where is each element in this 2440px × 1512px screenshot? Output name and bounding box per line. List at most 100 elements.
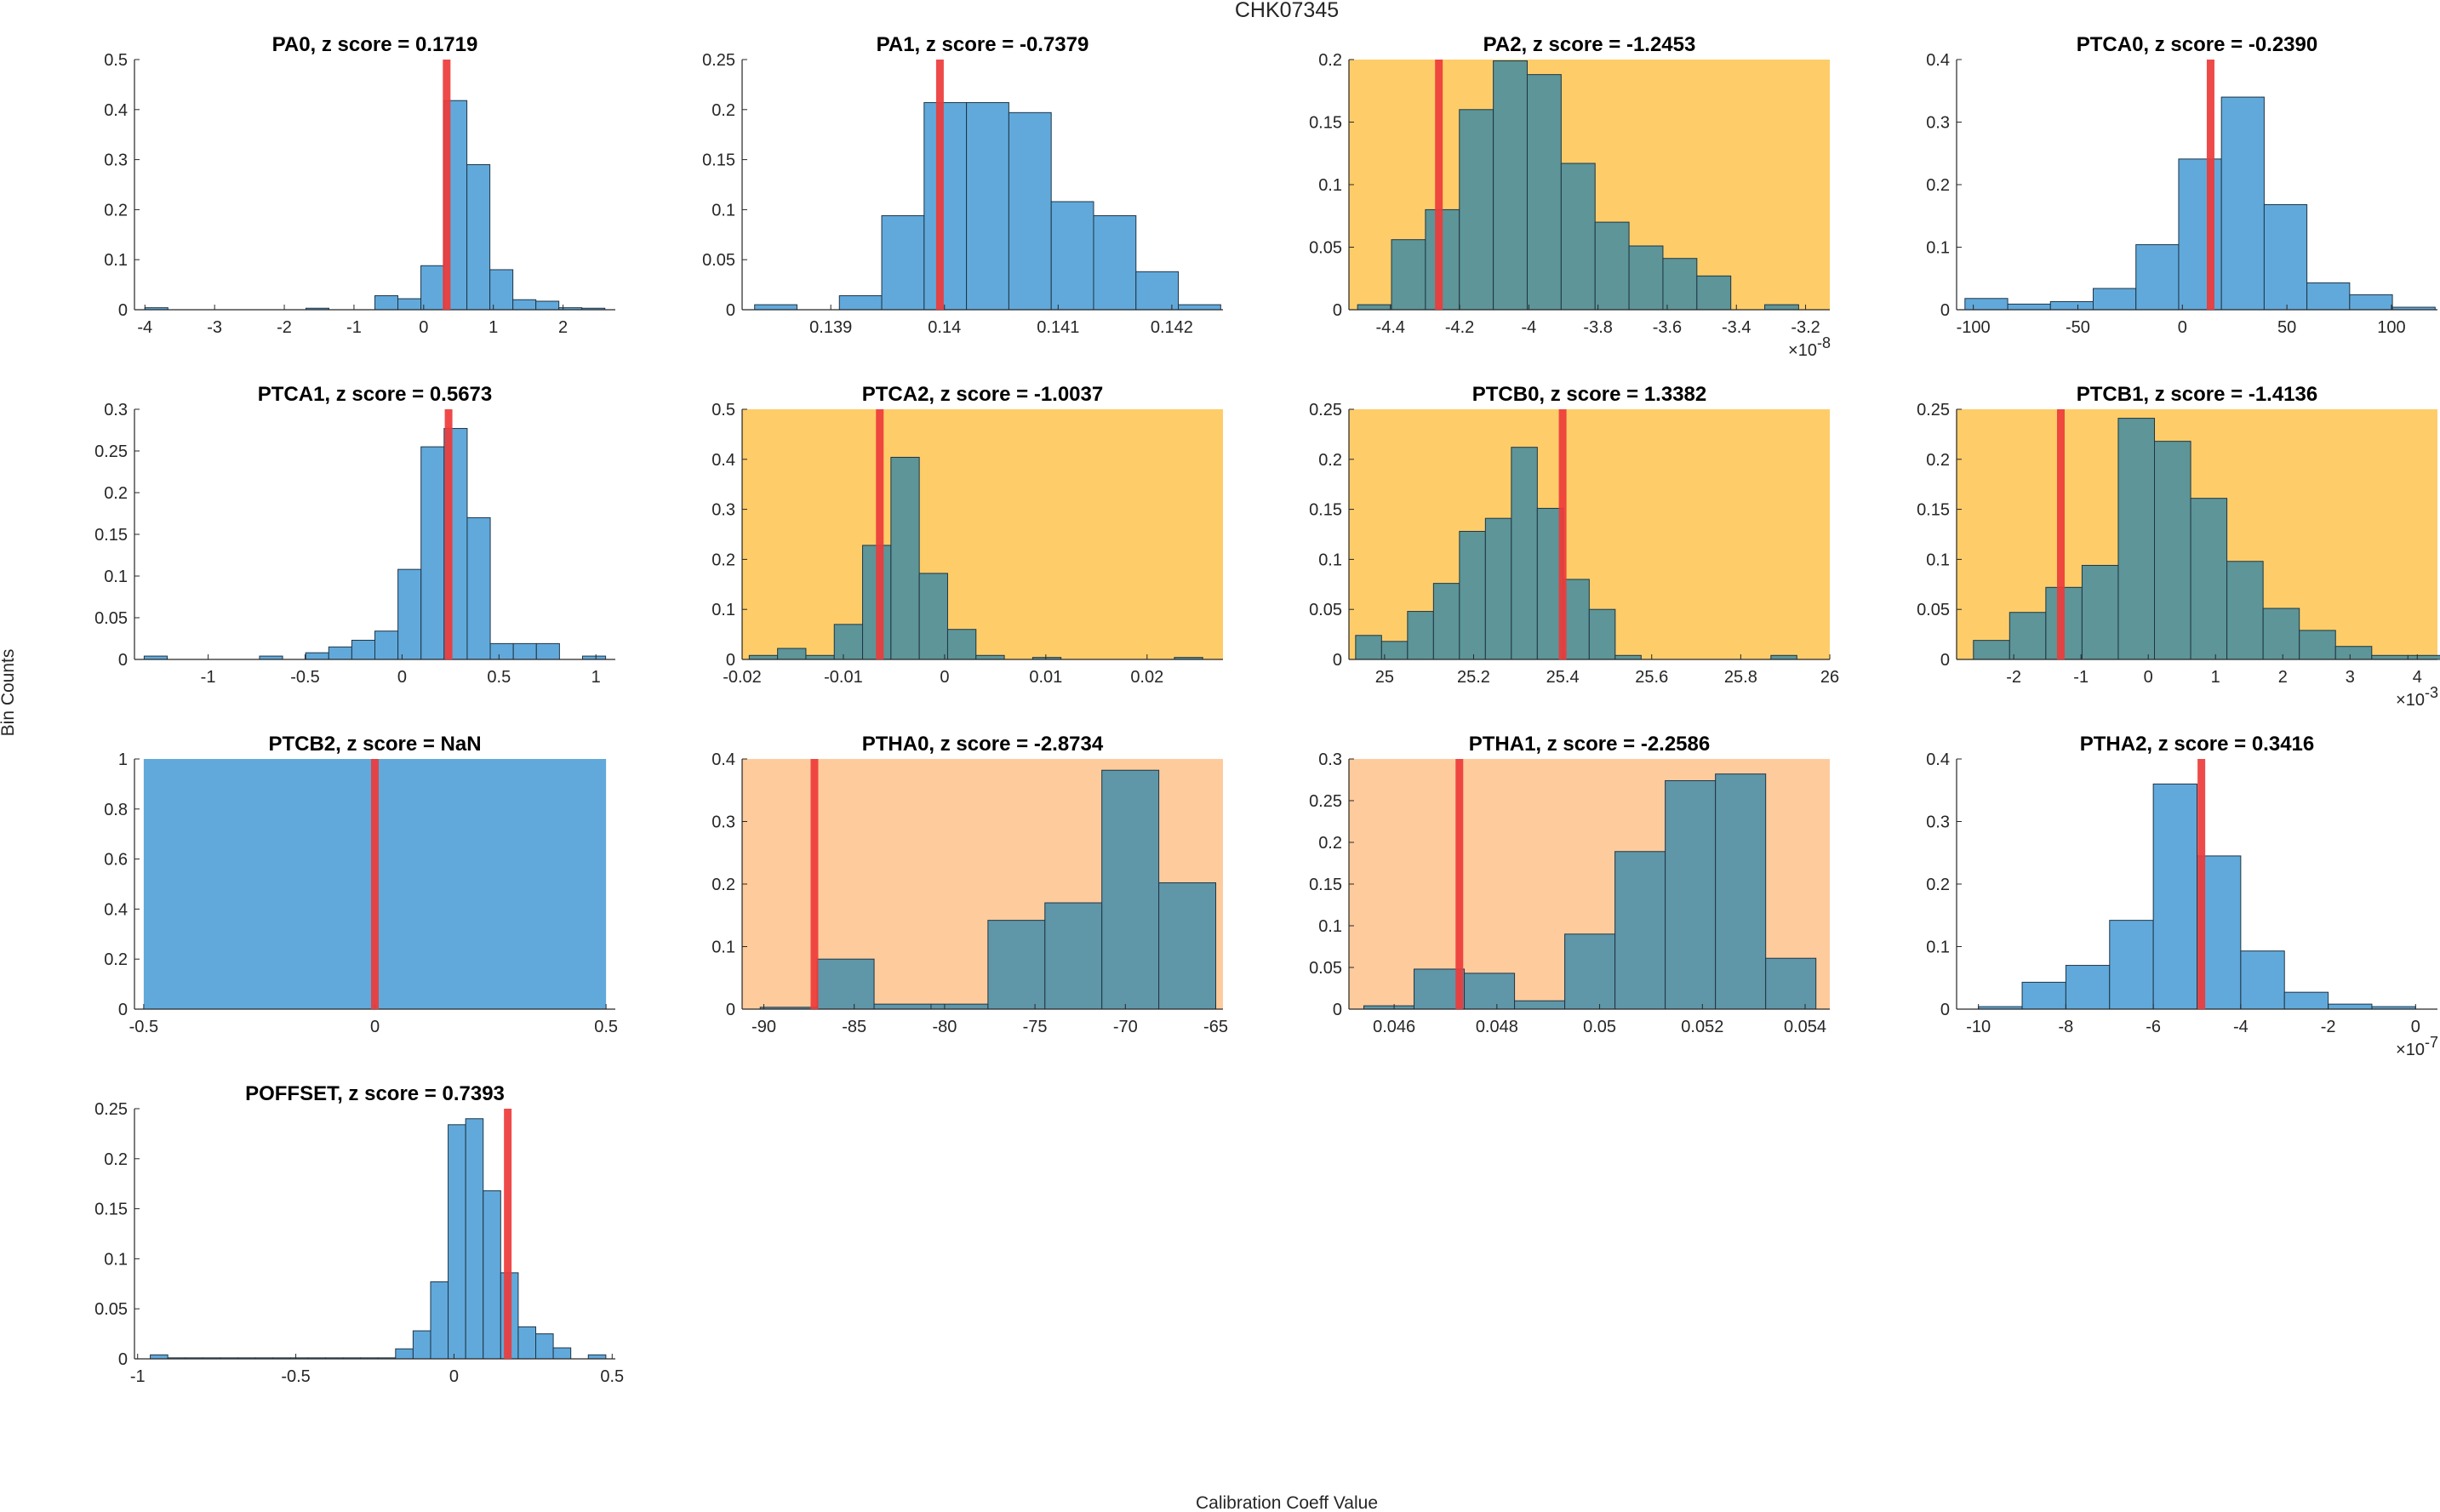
histogram-bar bbox=[328, 646, 352, 660]
y-tick-label: 0.2 bbox=[1926, 451, 1950, 470]
y-tick-label: 0.5 bbox=[104, 51, 128, 70]
x-tick-label: -3.4 bbox=[1722, 318, 1751, 337]
histogram-bar bbox=[1765, 957, 1817, 1010]
x-tick-label: -4 bbox=[137, 318, 152, 337]
histogram-bar bbox=[351, 639, 375, 660]
x-tick-label: 0.054 bbox=[1784, 1018, 1826, 1036]
subplot-11: 0 0.05 0.1 0.15 0.2 0.25 0.3 0.046 0.048 0.05 0.05… bbox=[1309, 733, 1830, 1036]
y-tick-label: 0.2 bbox=[711, 101, 735, 120]
histogram-bar bbox=[1526, 74, 1562, 311]
x-tick-label: -50 bbox=[2066, 318, 2090, 337]
x-tick-label: 0.139 bbox=[809, 318, 852, 337]
subplot-1: 0 0.1 0.2 0.3 0.4 0.5 -4 -3 -2 -1 0 1 2 PA0, z score … bbox=[104, 33, 615, 337]
histogram-bar bbox=[1614, 851, 1666, 1010]
x-tick-label: 0.5 bbox=[487, 668, 511, 687]
x-tick-label: -65 bbox=[1203, 1018, 1228, 1036]
y-tick-label: 0.6 bbox=[104, 851, 128, 870]
y-tick-label: 0.25 bbox=[94, 1100, 128, 1119]
histogram-bar bbox=[1696, 275, 1732, 311]
subplot-title: PTCB0, z score = 1.3382 bbox=[1472, 383, 1706, 406]
histogram-bar bbox=[552, 1347, 572, 1360]
histogram-bar bbox=[1588, 608, 1616, 660]
x-tick-label: 50 bbox=[2277, 318, 2296, 337]
subplot-13: 0 0.05 0.1 0.15 0.2 0.25 -1 -0.5 0 0.5 POFFSET, z … bbox=[94, 1082, 624, 1386]
histogram-bar bbox=[2007, 303, 2051, 311]
histogram-bar bbox=[946, 629, 977, 660]
x-tick-label: 0 bbox=[940, 668, 949, 687]
x-tick-label: -3 bbox=[207, 318, 222, 337]
histogram-bar bbox=[930, 1003, 989, 1010]
x-tick-label: 1 bbox=[2211, 668, 2220, 687]
subplot-title: POFFSET, z score = 0.7393 bbox=[245, 1082, 505, 1105]
x-tick-label: -6 bbox=[2146, 1018, 2161, 1036]
x-tick-label: 26 bbox=[1820, 668, 1839, 687]
histogram-bar bbox=[1407, 611, 1434, 660]
y-tick-label: 0.2 bbox=[1926, 876, 1950, 894]
histogram-bar bbox=[838, 295, 883, 311]
histogram-bar bbox=[918, 573, 948, 660]
histogram-bar bbox=[2226, 561, 2264, 660]
histogram-bar bbox=[748, 654, 779, 660]
y-tick-label: 0.15 bbox=[1309, 114, 1342, 133]
histogram-bar bbox=[397, 568, 422, 660]
y-tick-label: 0.3 bbox=[1318, 750, 1342, 769]
histogram-bar bbox=[412, 1330, 431, 1360]
x-tick-label: 4 bbox=[2413, 668, 2422, 687]
x-tick-label: 0.02 bbox=[1130, 668, 1163, 687]
histogram-bar bbox=[2371, 654, 2409, 660]
y-tick-label: 0.05 bbox=[702, 251, 735, 270]
y-tick-label: 0.2 bbox=[104, 1150, 128, 1169]
histogram-bar bbox=[1355, 635, 1382, 660]
x-tick-label: -10 bbox=[1966, 1018, 1991, 1036]
histogram-bar bbox=[975, 654, 1005, 660]
y-tick-label: 0.05 bbox=[1309, 959, 1342, 978]
histogram-bar bbox=[2299, 630, 2336, 660]
histogram-bar bbox=[2190, 498, 2228, 660]
x-tick-label: -0.5 bbox=[129, 1018, 158, 1036]
y-tick-label: 0 bbox=[1940, 651, 1950, 670]
y-tick-label: 0.1 bbox=[104, 251, 128, 270]
histogram-bar bbox=[1044, 902, 1103, 1010]
histogram-bar bbox=[805, 654, 835, 660]
y-tick-label: 0.2 bbox=[104, 484, 128, 503]
histogram-bar bbox=[1973, 640, 2010, 660]
histogram-bar bbox=[1665, 779, 1717, 1010]
subplot-title: PA2, z score = -1.2453 bbox=[1483, 33, 1696, 56]
histogram-bar bbox=[816, 958, 875, 1010]
histogram-bar bbox=[1770, 654, 1797, 660]
histogram-bar bbox=[2093, 288, 2137, 311]
y-tick-label: 0.4 bbox=[1926, 51, 1950, 70]
y-tick-label: 0.2 bbox=[1926, 176, 1950, 195]
histogram-bar bbox=[420, 265, 445, 311]
y-tick-label: 0.5 bbox=[711, 401, 735, 419]
x-tick-label: 0.5 bbox=[600, 1367, 624, 1386]
histogram-bar bbox=[2117, 418, 2156, 660]
histogram-bar bbox=[2220, 96, 2265, 311]
x-tick-label: 0.046 bbox=[1373, 1018, 1415, 1036]
histogram-bar bbox=[1391, 239, 1426, 311]
x-tick-label: -3.6 bbox=[1653, 318, 1682, 337]
y-tick-label: 0.4 bbox=[711, 451, 735, 470]
x-tick-label: -0.02 bbox=[723, 668, 762, 687]
histogram-bar bbox=[1764, 304, 1799, 311]
histogram-bar bbox=[466, 163, 491, 311]
y-tick-label: 0.15 bbox=[1309, 876, 1342, 894]
y-tick-label: 0.4 bbox=[104, 101, 128, 120]
y-tick-label: 0.4 bbox=[711, 750, 735, 769]
y-tick-label: 0.3 bbox=[711, 813, 735, 832]
y-tick-label: 0 bbox=[118, 651, 128, 670]
y-tick-label: 0.25 bbox=[702, 51, 735, 70]
x-tick-label: -0.5 bbox=[281, 1367, 310, 1386]
subplot-title: PTCB1, z score = -1.4136 bbox=[2077, 383, 2317, 406]
histogram-bar bbox=[465, 1118, 484, 1360]
histogram-bar bbox=[1563, 579, 1590, 660]
x-tick-label: -70 bbox=[1113, 1018, 1138, 1036]
histogram-bar bbox=[1662, 258, 1698, 311]
histogram-bar bbox=[777, 648, 807, 660]
x-tick-label: 25 bbox=[1375, 668, 1394, 687]
x-tick-label: 1 bbox=[489, 318, 498, 337]
x-tick-label: 0.14 bbox=[928, 318, 961, 337]
histogram-bar bbox=[1614, 654, 1642, 660]
